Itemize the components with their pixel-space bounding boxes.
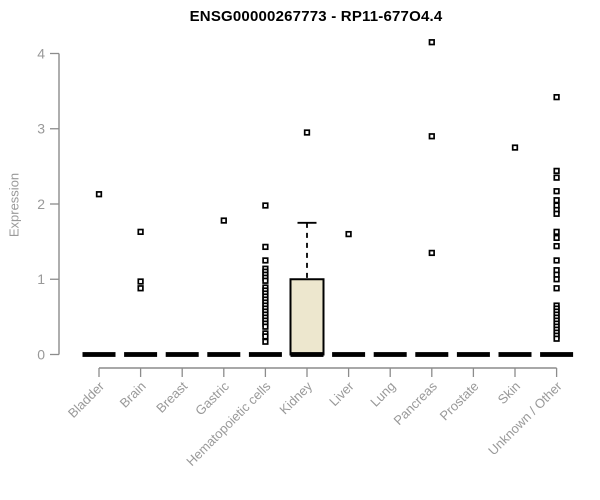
outlier-point [137,278,144,285]
box [289,278,325,356]
outlier-point [553,188,560,195]
median-bar [124,352,158,357]
x-tick-label: Unknown / Other [485,378,565,458]
outlier-point [553,276,560,283]
outlier-point [553,335,560,342]
x-tick-label: Skin [495,379,523,407]
x-tick-label: Gastric [192,378,232,418]
x-tick-label: Lung [367,379,398,410]
outlier-point [303,129,311,136]
median-bar [290,352,324,357]
median-bar [207,352,241,357]
outlier-point [137,285,144,292]
chart-title: ENSG00000267773 - RP11-677O4.4 [189,8,443,25]
x-tick-label: Liver [326,378,357,409]
outlier-point [553,167,560,175]
outlier-point [511,144,519,151]
median-bar [540,352,574,357]
outlier-point [262,202,269,209]
median-bar [373,352,407,357]
median-bar [456,352,490,357]
x-tick-label: Brain [117,379,149,411]
outlier-point [553,197,560,204]
y-tick-label: 0 [37,346,45,362]
outlier-point [553,242,560,250]
outlier-point [262,243,269,251]
outlier-point [553,210,560,217]
x-tick-label: Bladder [65,378,108,421]
outlier-point [220,217,227,224]
outlier-point [553,93,560,101]
outlier-point [137,228,144,235]
outlier-point [262,323,269,330]
outlier-point [345,230,352,238]
outlier-point [262,333,269,340]
outlier-point [262,277,269,284]
outlier-point [428,133,435,140]
outlier-point [262,338,269,345]
y-tick-label: 4 [37,45,45,61]
median-bar [415,352,449,357]
median-bar [332,352,366,357]
outlier-point [428,249,435,257]
outlier-point [553,228,560,235]
median-bar [498,352,532,357]
outlier-point [553,234,560,242]
outlier-point [553,257,560,264]
median-bar [165,352,199,357]
outlier-point [262,257,269,264]
y-tick-label: 2 [37,196,45,212]
x-tick-label: Kidney [276,378,315,417]
y-tick-label: 3 [37,121,45,137]
median-bar [248,352,282,357]
y-tick-label: 1 [37,271,45,287]
outlier-point [428,39,435,46]
outlier-point [95,191,103,198]
median-bar [82,352,116,357]
x-tick-label: Prostate [437,379,482,424]
x-tick-label: Pancreas [390,378,440,428]
x-tick-label: Breast [153,378,190,415]
outlier-point [553,174,560,181]
outlier-point [553,285,560,292]
